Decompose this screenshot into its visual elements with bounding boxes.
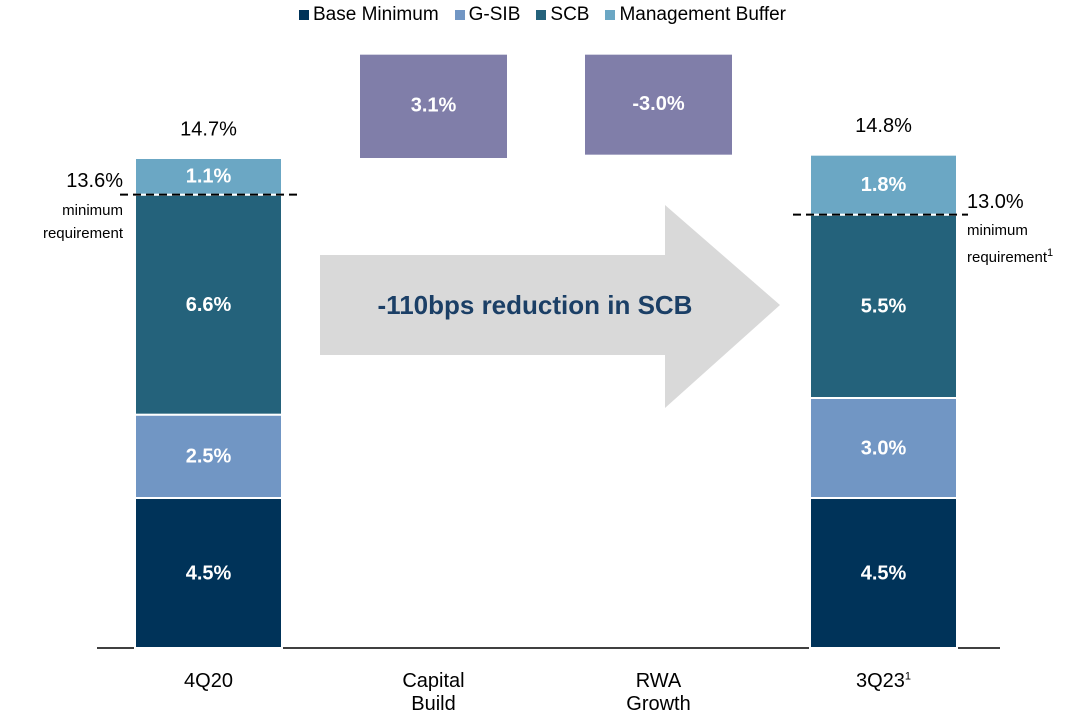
- legend-swatch: [299, 10, 309, 20]
- bar-segment: [809, 153, 958, 216]
- legend-label: SCB: [550, 4, 590, 25]
- legend-label: Base Minimum: [313, 4, 439, 25]
- category: 3Q23: [855, 670, 905, 692]
- annotation: -110bps reduction in SCB: [378, 290, 693, 320]
- value-label: 5.5%: [861, 296, 907, 318]
- note-footnote: 1: [1047, 246, 1054, 259]
- x-tick-label: Capital Build: [379, 670, 489, 716]
- value-label: -3.0%: [632, 93, 684, 115]
- legend-item: G-SIB: [454, 4, 521, 26]
- bar-segment: [809, 397, 958, 499]
- legend-swatch: [454, 10, 465, 20]
- bar-segment: [809, 497, 958, 649]
- value-label: 2.5%: [186, 446, 232, 468]
- legend: Base Minimum G-SIB SCB Management Buffer: [0, 4, 1085, 26]
- change-bar: [360, 54, 507, 158]
- x-tick-label: 3Q231: [829, 670, 939, 693]
- legend-label: Management Buffer: [619, 4, 786, 25]
- total-label: 14.8%: [855, 115, 912, 137]
- note-text: minimum requirement: [967, 221, 1048, 266]
- total-label: 14.7%: [180, 118, 237, 140]
- category: 4Q20: [184, 670, 233, 692]
- legend-swatch: [536, 10, 547, 20]
- min-requirement-note: minimum requirement: [42, 201, 123, 242]
- category: Capital Build: [402, 670, 465, 715]
- legend-item: Management Buffer: [605, 4, 786, 26]
- value-label: 6.6%: [186, 294, 232, 316]
- value-label: 4.5%: [186, 562, 232, 584]
- legend-item: Base Minimum: [299, 4, 439, 26]
- legend-item: SCB: [536, 4, 589, 26]
- arrow: [320, 205, 780, 408]
- min-requirement-note: minimum requirement1: [967, 219, 1077, 269]
- value-label: 4.5%: [861, 562, 907, 584]
- min-requirement-label: 13.6%: [66, 170, 123, 192]
- value-label: 1.1%: [186, 166, 232, 188]
- legend-swatch: [605, 10, 616, 20]
- min-requirement-label: 13.0%: [967, 191, 1024, 213]
- value-label: 3.0%: [861, 437, 907, 459]
- bar-segment: [134, 413, 283, 499]
- category-note: 1: [904, 670, 912, 683]
- change-bar: [585, 54, 732, 155]
- x-tick-label: RWA Growth: [604, 670, 714, 716]
- bar-segment: [134, 157, 283, 196]
- x-tick-label: 4Q20: [154, 670, 264, 693]
- bar-segment: [134, 497, 283, 649]
- value-label: 3.1%: [411, 95, 457, 117]
- bar-segment: [134, 193, 283, 416]
- value-label: 1.8%: [861, 174, 907, 196]
- category: RWA Growth: [626, 670, 691, 715]
- legend-label: G-SIB: [468, 4, 521, 25]
